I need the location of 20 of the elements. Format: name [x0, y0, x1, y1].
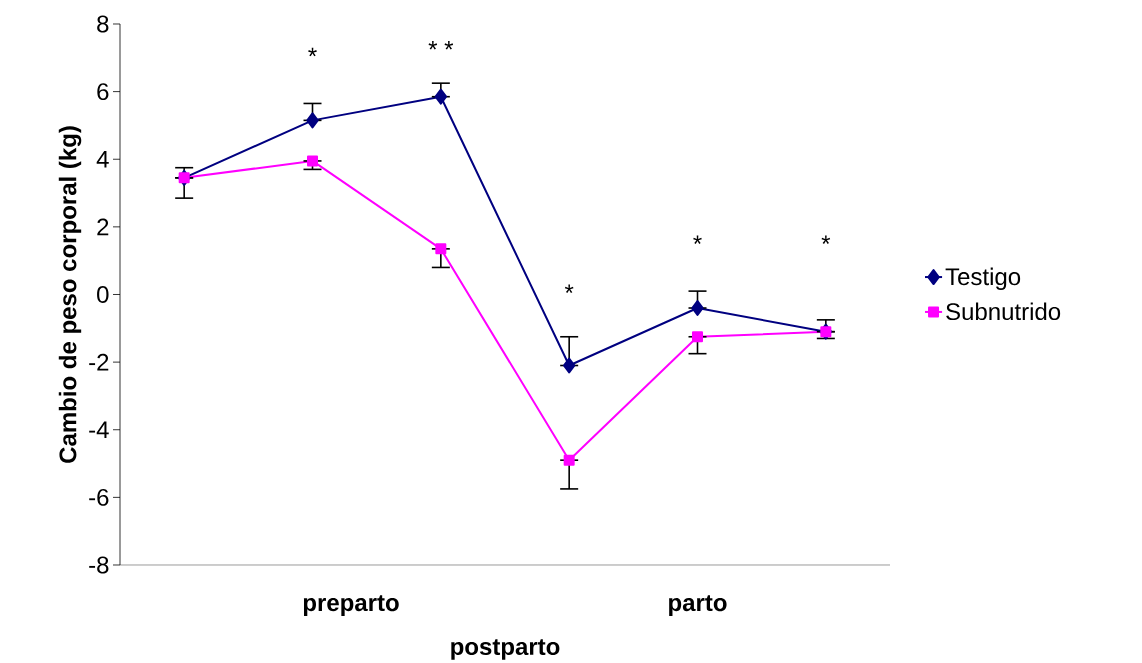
- y-axis-title: Cambio de peso corporal (kg): [58, 126, 82, 463]
- y-tick-label: 2: [97, 218, 109, 236]
- text: preparto: [303, 595, 399, 616]
- y-tick-label: 0: [97, 285, 109, 303]
- text: postparto: [451, 639, 560, 660]
- y-tick-label: -2: [89, 353, 109, 371]
- y-tick-label: -8: [89, 556, 109, 574]
- annotation: * *: [428, 41, 454, 50]
- annotation: *: [821, 235, 831, 244]
- y-tick-label: 6: [97, 83, 109, 101]
- y-tick-label: 4: [96, 150, 109, 168]
- annotation: *: [564, 284, 574, 293]
- text: parto: [669, 595, 727, 616]
- annotation: *: [693, 235, 702, 244]
- y-tick-label: 8: [97, 15, 109, 33]
- legend-label: Testigo: [945, 267, 1021, 290]
- y-tick-label: -4: [89, 421, 109, 438]
- y-tick-label: -6: [89, 488, 109, 506]
- legend-label: Subnutrido: [946, 302, 1061, 321]
- annotation: *: [308, 47, 317, 57]
